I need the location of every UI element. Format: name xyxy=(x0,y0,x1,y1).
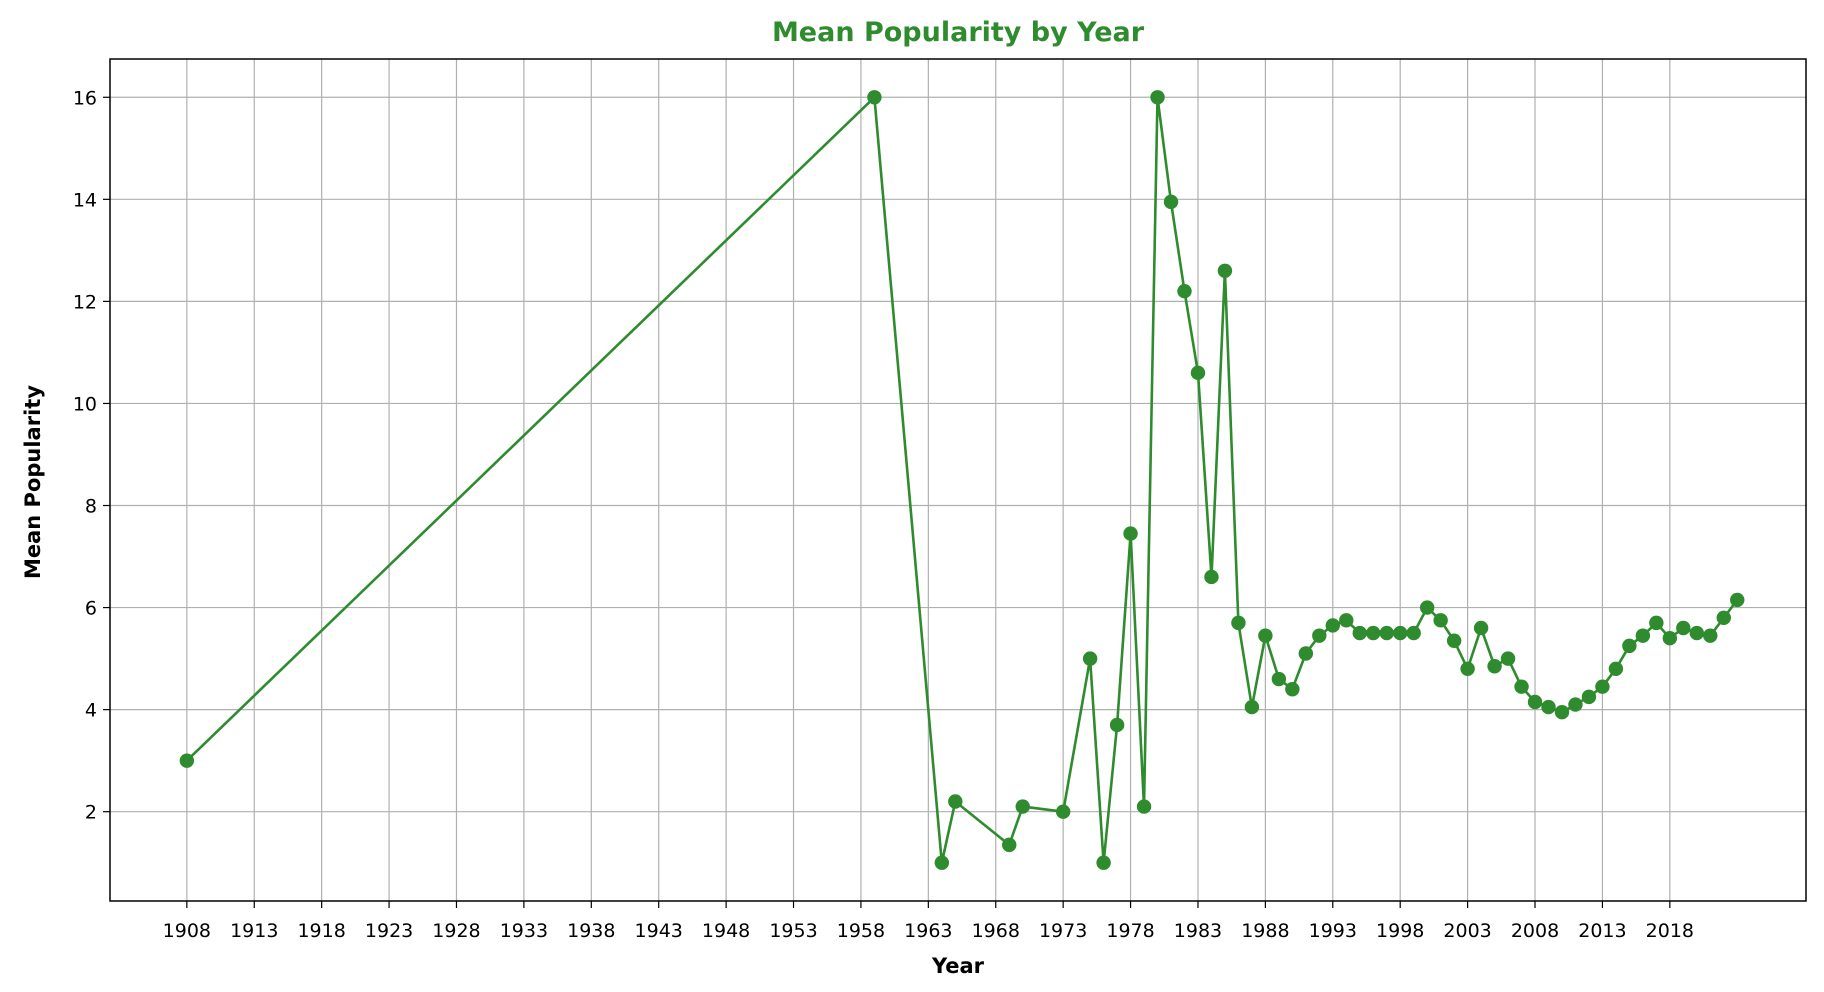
series xyxy=(179,90,1745,870)
data-point xyxy=(1015,799,1030,814)
data-point xyxy=(1473,620,1489,636)
x-tick-label: 1953 xyxy=(769,920,817,942)
x-tick-label: 1943 xyxy=(635,920,683,942)
data-point xyxy=(1163,194,1179,210)
series-line xyxy=(185,96,1739,865)
data-point xyxy=(1123,526,1138,541)
data-point xyxy=(1635,628,1651,643)
y-tick-label: 4 xyxy=(85,700,97,722)
data-point xyxy=(1258,628,1273,643)
data-point xyxy=(867,90,882,105)
data-point xyxy=(1190,365,1206,381)
data-point xyxy=(1595,679,1610,694)
x-tick-label: 1918 xyxy=(297,920,345,942)
data-point xyxy=(1109,717,1125,733)
data-point xyxy=(1177,283,1192,299)
x-tick-label: 1983 xyxy=(1174,920,1222,942)
data-point xyxy=(1136,799,1152,814)
data-point xyxy=(1581,689,1597,705)
data-point xyxy=(1527,694,1543,710)
plot-frame xyxy=(109,58,1807,902)
data-point xyxy=(1514,679,1529,694)
data-point xyxy=(1406,625,1421,641)
data-point xyxy=(1568,697,1583,712)
data-point xyxy=(1298,646,1314,661)
x-tick-label: 1933 xyxy=(500,920,548,942)
x-tick-label: 1908 xyxy=(163,920,211,942)
data-point xyxy=(1150,90,1165,105)
data-point xyxy=(1231,615,1246,631)
x-tick-label: 1998 xyxy=(1376,920,1424,942)
x-tick-label: 1938 xyxy=(567,920,615,942)
data-point xyxy=(948,794,963,809)
x-tick-label: 1993 xyxy=(1309,920,1357,942)
grid xyxy=(110,59,1806,901)
data-point xyxy=(1500,651,1516,666)
data-point xyxy=(1325,618,1340,633)
data-point xyxy=(179,753,195,768)
data-point xyxy=(1487,659,1502,674)
data-point xyxy=(1393,625,1408,641)
data-point xyxy=(1312,628,1327,643)
data-point xyxy=(1446,633,1462,648)
data-point xyxy=(1244,699,1260,715)
data-point xyxy=(1352,625,1367,641)
x-tick-label: 1973 xyxy=(1039,920,1087,942)
x-tick-label: 1928 xyxy=(432,920,480,942)
data-point xyxy=(934,855,950,870)
x-axis-title: Year xyxy=(931,954,985,978)
x-tick-label: 2018 xyxy=(1646,920,1694,942)
data-point xyxy=(1554,704,1570,720)
data-point xyxy=(1285,682,1300,697)
y-tick-label: 2 xyxy=(85,802,97,824)
data-point xyxy=(1055,804,1071,819)
y-ticks: 2 4 6 8 10 12 14 16 xyxy=(73,87,110,824)
data-point xyxy=(1649,615,1664,631)
y-tick-label: 10 xyxy=(73,393,97,415)
data-point xyxy=(1002,837,1017,853)
data-point xyxy=(1662,630,1678,646)
data-point xyxy=(1622,638,1637,654)
x-tick-label: 1963 xyxy=(904,920,952,942)
x-tick-label: 2003 xyxy=(1443,920,1491,942)
y-tick-label: 6 xyxy=(85,598,97,620)
x-tick-label: 1978 xyxy=(1106,920,1154,942)
data-point xyxy=(1460,661,1475,677)
data-point xyxy=(1096,855,1111,870)
x-tick-label: 1948 xyxy=(702,920,750,942)
data-point xyxy=(1271,671,1287,687)
x-tick-label: 2013 xyxy=(1578,920,1626,942)
data-point xyxy=(1676,620,1691,636)
data-point xyxy=(1716,610,1731,625)
x-tick-label: 1968 xyxy=(972,920,1020,942)
y-tick-label: 12 xyxy=(73,291,97,313)
x-tick-label: 1958 xyxy=(837,920,885,942)
data-point xyxy=(1204,569,1219,585)
data-point xyxy=(1689,625,1704,641)
data-point xyxy=(1379,625,1394,641)
y-tick-label: 8 xyxy=(85,496,97,518)
data-point xyxy=(1419,600,1435,615)
data-point xyxy=(1730,592,1745,608)
y-tick-label: 14 xyxy=(73,189,97,211)
data-point xyxy=(1339,613,1354,628)
data-point xyxy=(1366,625,1381,641)
x-tick-label: 2008 xyxy=(1511,920,1559,942)
x-tick-label: 1923 xyxy=(365,920,413,942)
data-point xyxy=(1541,699,1556,715)
x-tick-label: 1988 xyxy=(1241,920,1289,942)
data-point xyxy=(1703,628,1718,643)
y-tick-label: 16 xyxy=(73,87,97,109)
chart-title: Mean Popularity by Year xyxy=(772,17,1145,48)
y-axis-title: Mean Popularity xyxy=(21,385,45,579)
data-point xyxy=(1082,651,1098,666)
data-point xyxy=(1217,263,1233,278)
data-point xyxy=(1608,661,1624,677)
data-point xyxy=(1433,613,1448,628)
x-tick-label: 1913 xyxy=(230,920,278,942)
x-ticks: 1908 1913 1918 1923 1928 1933 1938 1943 1948 1953… xyxy=(163,901,1694,942)
